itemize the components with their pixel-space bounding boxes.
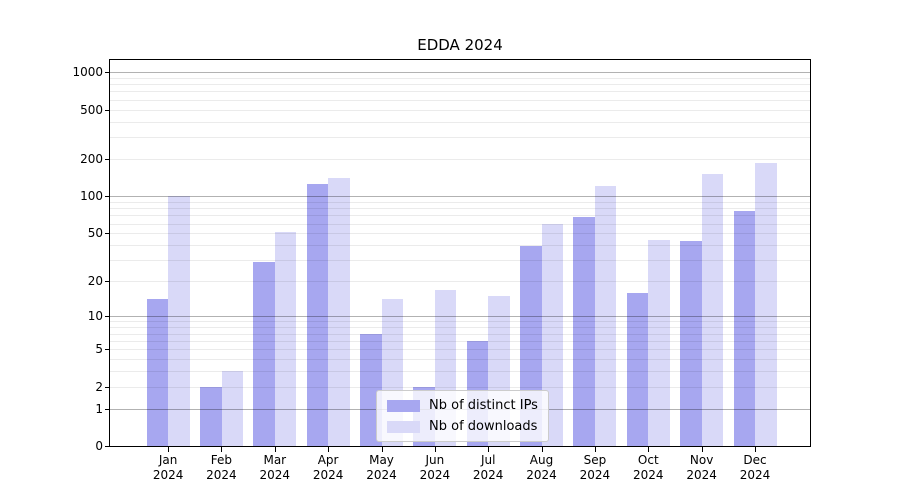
bar-oct-ips — [626, 292, 649, 446]
x-tick-mark-jun — [434, 447, 436, 452]
legend-swatch-downloads — [387, 420, 420, 433]
x-tick-label-dec: Dec 2024 — [739, 453, 771, 482]
bars-layer — [110, 60, 810, 446]
x-tick-label-sep: Sep 2024 — [579, 453, 611, 482]
x-tick-mark-jul — [488, 447, 490, 452]
x-tick-label-nov: Nov 2024 — [686, 453, 717, 482]
bar-dec-downloads — [755, 163, 777, 446]
y-tick-mark-1000 — [105, 72, 110, 74]
bar-mar-downloads — [274, 232, 297, 446]
y-tick-mark-5 — [105, 349, 110, 350]
legend-label-downloads: Nb of downloads — [429, 419, 538, 434]
x-tick-label-jun: Jun 2024 — [419, 453, 451, 482]
y-tick-mark-500 — [105, 109, 110, 111]
y-tick-mark-200 — [105, 159, 110, 160]
y-tick-label-500: 500 — [80, 102, 103, 117]
y-tick-label-100: 100 — [80, 189, 103, 204]
x-tick-label-may: May 2024 — [366, 453, 397, 482]
x-tick-label-aug: Aug 2024 — [526, 453, 557, 482]
x-tick-mark-dec — [755, 447, 756, 452]
bar-sep-ips — [573, 216, 595, 446]
y-tick-label-200: 200 — [80, 152, 103, 166]
plot-area: Nb of distinct IPs Nb of downloads — [109, 59, 811, 447]
bar-sep-downloads — [594, 186, 617, 446]
y-tick-mark-1 — [105, 408, 110, 410]
y-tick-label-20: 20 — [87, 274, 103, 289]
y-tick-mark-10 — [105, 316, 110, 318]
x-tick-mark-oct — [648, 447, 650, 452]
x-tick-mark-jan — [168, 447, 170, 452]
bar-nov-downloads — [701, 174, 724, 446]
y-tick-label-0: 0 — [95, 439, 103, 453]
x-tick-mark-sep — [594, 447, 596, 452]
bar-jan-ips — [146, 299, 169, 446]
y-tick-mark-0 — [105, 446, 110, 447]
bar-jan-downloads — [168, 196, 190, 446]
x-tick-mark-feb — [221, 447, 223, 452]
y-tick-mark-100 — [105, 196, 110, 198]
legend: Nb of distinct IPs Nb of downloads — [376, 390, 549, 442]
y-tick-label-1000: 1000 — [72, 65, 103, 80]
x-tick-label-mar: Mar 2024 — [259, 453, 291, 482]
bar-oct-downloads — [648, 240, 670, 446]
legend-row-downloads: Nb of downloads — [387, 419, 538, 434]
x-tick-label-apr: Apr 2024 — [312, 453, 344, 482]
x-tick-label-feb: Feb 2024 — [206, 453, 237, 482]
x-tick-mark-may — [381, 447, 383, 452]
bar-nov-ips — [680, 241, 702, 446]
bar-mar-ips — [253, 261, 275, 446]
legend-swatch-ips — [387, 399, 420, 412]
x-tick-label-jan: Jan 2024 — [152, 453, 184, 482]
x-tick-mark-nov — [701, 447, 703, 452]
legend-label-ips: Nb of distinct IPs — [429, 398, 538, 413]
y-tick-label-50: 50 — [87, 226, 103, 241]
x-tick-mark-mar — [274, 447, 276, 452]
bar-apr-downloads — [328, 178, 350, 446]
x-tick-label-jul: Jul 2024 — [472, 453, 504, 482]
legend-row-ips: Nb of distinct IPs — [387, 398, 538, 413]
x-tick-mark-aug — [541, 447, 543, 452]
bar-feb-downloads — [221, 371, 243, 446]
y-tick-label-5: 5 — [95, 342, 103, 356]
y-tick-label-2: 2 — [95, 379, 103, 394]
y-tick-mark-50 — [105, 233, 110, 235]
y-tick-mark-20 — [105, 281, 110, 283]
y-tick-mark-2 — [105, 386, 110, 388]
bar-apr-ips — [306, 184, 329, 446]
chart-title: EDDA 2024 — [417, 36, 503, 54]
bar-dec-ips — [733, 210, 755, 446]
y-tick-label-10: 10 — [87, 309, 103, 324]
bar-feb-ips — [200, 386, 222, 446]
x-tick-label-oct: Oct 2024 — [633, 453, 664, 482]
x-tick-mark-apr — [328, 447, 330, 452]
y-tick-label-1: 1 — [95, 401, 103, 416]
